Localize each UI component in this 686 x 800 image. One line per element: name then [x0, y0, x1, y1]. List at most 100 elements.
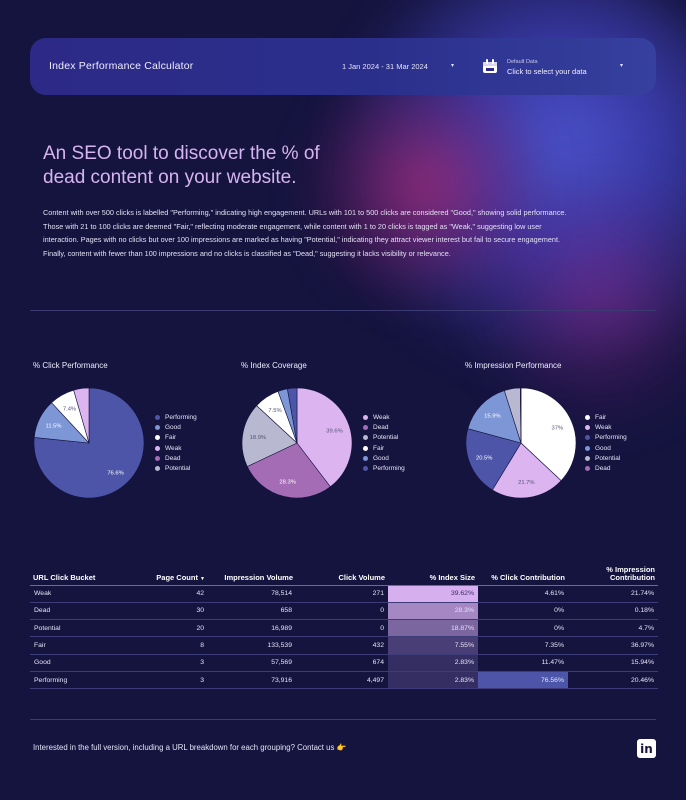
- table-row[interactable]: Potential 20 16,989 0 18.87% 0% 4.7%: [30, 619, 658, 638]
- legend-label: Potential: [373, 434, 399, 442]
- slice-label-good: 11.5%: [46, 423, 62, 429]
- legend-label: Weak: [165, 444, 182, 452]
- pie-slice-weak[interactable]: [491, 442, 562, 499]
- legend-swatch: [363, 414, 368, 420]
- legend-item-performing[interactable]: Performing: [155, 412, 197, 422]
- legend-item-potential[interactable]: Potential: [155, 463, 197, 473]
- legend-label: Dead: [165, 454, 181, 462]
- linkedin-icon[interactable]: in: [637, 739, 656, 758]
- index-coverage-pie: 39.6% 28.3% 18.9% 7.5%: [241, 387, 353, 499]
- date-range-picker[interactable]: 1 Jan 2024 - 31 Mar 2024: [342, 62, 428, 71]
- col-header-clicks[interactable]: Click Volume: [296, 564, 388, 586]
- date-dropdown-caret-icon[interactable]: ▾: [451, 63, 455, 69]
- legend-item-dead[interactable]: Dead: [585, 463, 627, 473]
- cell-page-count: 20: [126, 619, 208, 638]
- legend-swatch: [155, 455, 160, 461]
- legend-item-weak[interactable]: Weak: [585, 422, 627, 432]
- legend-label: Potential: [595, 454, 621, 462]
- legend-item-good[interactable]: Good: [155, 422, 197, 432]
- cell-page-count: 3: [126, 671, 208, 690]
- pie-slice-weak[interactable]: [73, 387, 90, 444]
- legend-label: Weak: [595, 423, 612, 431]
- legend-item-fair[interactable]: Fair: [363, 443, 405, 453]
- click-performance-pie: 76.6% 11.5% 7.4%: [33, 387, 145, 499]
- footer-cta[interactable]: Interested in the full version, includin…: [33, 743, 347, 752]
- legend-label: Weak: [373, 413, 390, 421]
- legend-swatch: [585, 455, 590, 461]
- slice-label-weak: 21.7%: [518, 480, 534, 486]
- data-source-selector[interactable]: Click to select your data: [507, 67, 587, 76]
- legend-item-potential[interactable]: Potential: [585, 453, 627, 463]
- col-header-impressions[interactable]: Impression Volume: [208, 564, 296, 586]
- pie-slice-potential[interactable]: [241, 405, 298, 467]
- cell-clicks: 674: [296, 654, 388, 672]
- legend-swatch: [363, 424, 368, 430]
- slice-label-good: 15.9%: [484, 414, 500, 420]
- legend-item-weak[interactable]: Weak: [155, 443, 197, 453]
- pie-slice-weak[interactable]: [296, 387, 353, 488]
- legend-label: Fair: [595, 413, 607, 421]
- data-source-icon[interactable]: [482, 58, 498, 74]
- legend-swatch: [363, 455, 368, 461]
- legend-label: Potential: [165, 465, 191, 473]
- col-header-index-size[interactable]: % Index Size: [388, 564, 478, 586]
- cell-clicks: 271: [296, 585, 388, 603]
- app-title: Index Performance Calculator: [49, 60, 194, 72]
- legend-label: Dead: [595, 465, 611, 473]
- legend-item-good[interactable]: Good: [363, 453, 405, 463]
- cell-impressions: 16,989: [208, 619, 296, 638]
- legend-item-weak[interactable]: Weak: [363, 412, 405, 422]
- legend-item-performing[interactable]: Performing: [585, 433, 627, 443]
- col-header-impression-contribution[interactable]: % Impression Contribution: [568, 564, 658, 586]
- cell-index-size: 39.62%: [388, 585, 478, 603]
- pie-slice-performing[interactable]: [465, 428, 522, 491]
- cell-impression-contribution: 4.7%: [568, 619, 658, 638]
- cell-click-contribution: 76.56%: [478, 671, 568, 690]
- legend-item-dead[interactable]: Dead: [155, 453, 197, 463]
- legend-label: Good: [165, 423, 181, 431]
- pie-slice-performing[interactable]: [287, 387, 298, 444]
- table-row[interactable]: Fair 8 133,539 432 7.55% 7.35% 36.97%: [30, 636, 658, 655]
- legend-item-dead[interactable]: Dead: [363, 422, 405, 432]
- legend-swatch: [363, 466, 368, 472]
- legend-swatch: [585, 466, 590, 472]
- col-header-page-count[interactable]: Page Count ▼: [126, 564, 208, 586]
- cell-bucket: Fair: [30, 636, 126, 655]
- slice-label-weak: 39.6%: [326, 428, 342, 434]
- cell-page-count: 30: [126, 602, 208, 621]
- cell-impressions: 57,569: [208, 654, 296, 672]
- data-dropdown-caret-icon[interactable]: ▾: [620, 63, 624, 69]
- legend-item-fair[interactable]: Fair: [155, 433, 197, 443]
- legend-swatch: [585, 424, 590, 430]
- pie-slice-dead[interactable]: [520, 387, 522, 444]
- cell-page-count: 8: [126, 636, 208, 655]
- hero-heading: An SEO tool to discover the % of dead co…: [43, 142, 363, 190]
- col-header-bucket[interactable]: URL Click Bucket: [30, 564, 126, 586]
- legend-item-potential[interactable]: Potential: [363, 433, 405, 443]
- cell-impression-contribution: 20.46%: [568, 671, 658, 690]
- cell-index-size: 28.3%: [388, 602, 478, 621]
- slice-label-fair: 7.5%: [268, 408, 281, 414]
- chart-title-impression: % Impression Performance: [465, 361, 562, 370]
- index-coverage-legend: Weak Dead Potential Fair Good Performing: [363, 412, 405, 474]
- pie-slice-fair[interactable]: [520, 387, 577, 482]
- section-divider: [30, 310, 656, 311]
- legend-swatch: [585, 445, 590, 451]
- legend-swatch: [363, 445, 368, 451]
- cell-bucket: Potential: [30, 619, 126, 638]
- table-row[interactable]: Performing 3 73,916 4,497 2.83% 76.56% 20.46%: [30, 671, 658, 690]
- legend-item-performing[interactable]: Performing: [363, 463, 405, 473]
- sort-desc-icon[interactable]: ▼: [200, 575, 205, 582]
- table-row[interactable]: Good 3 57,569 674 2.83% 11.47% 15.94%: [30, 654, 658, 672]
- table-row[interactable]: Dead 30 658 0 28.3% 0% 0.18%: [30, 602, 658, 621]
- col-header-click-contribution[interactable]: % Click Contribution: [478, 564, 568, 586]
- cell-impression-contribution: 15.94%: [568, 654, 658, 672]
- legend-item-good[interactable]: Good: [585, 443, 627, 453]
- cell-clicks: 0: [296, 602, 388, 621]
- pie-slice-good[interactable]: [467, 390, 522, 444]
- table-header-row: URL Click Bucket Page Count ▼ Impression…: [30, 564, 658, 586]
- table-row[interactable]: Weak 42 78,514 271 39.62% 4.61% 21.74%: [30, 585, 658, 603]
- cell-impression-contribution: 36.97%: [568, 636, 658, 655]
- legend-item-fair[interactable]: Fair: [585, 412, 627, 422]
- cell-impressions: 133,539: [208, 636, 296, 655]
